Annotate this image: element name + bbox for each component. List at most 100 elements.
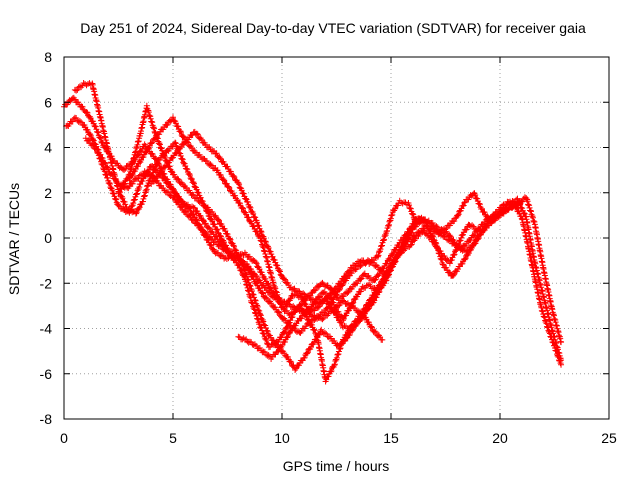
data-point	[246, 282, 253, 289]
data-point	[208, 235, 215, 242]
data-point	[257, 279, 264, 286]
x-tick-label: 25	[601, 430, 617, 446]
data-point	[325, 373, 332, 380]
data-point	[156, 156, 163, 163]
data-point	[389, 251, 396, 258]
data-point	[337, 280, 344, 287]
data-point	[95, 152, 102, 159]
data-point	[334, 351, 341, 358]
data-point	[293, 365, 300, 372]
data-point	[129, 171, 136, 178]
data-point	[205, 224, 212, 231]
data-point	[357, 288, 364, 295]
data-point	[76, 118, 83, 125]
data-point	[217, 155, 224, 162]
data-point	[74, 86, 81, 93]
data-point	[491, 212, 498, 219]
data-point	[331, 362, 338, 369]
data-point	[153, 161, 160, 168]
data-point	[119, 195, 126, 202]
data-point	[392, 205, 399, 212]
data-point	[177, 129, 184, 136]
data-point	[275, 347, 282, 354]
data-point	[481, 226, 488, 233]
data-point	[166, 163, 173, 170]
data-point	[463, 226, 470, 233]
data-point	[297, 302, 304, 309]
data-point	[258, 228, 265, 235]
data-point	[547, 333, 554, 340]
data-point	[555, 354, 562, 361]
data-point	[553, 347, 560, 354]
data-point	[265, 288, 272, 295]
data-point	[239, 250, 246, 257]
data-point	[379, 336, 386, 343]
data-point	[419, 216, 426, 223]
data-point	[301, 354, 308, 361]
data-point	[454, 212, 461, 219]
data-point	[267, 289, 274, 296]
data-point	[220, 176, 227, 183]
data-point	[281, 338, 288, 345]
data-point	[100, 165, 107, 172]
data-point	[148, 150, 155, 157]
data-points	[61, 80, 565, 385]
data-point	[89, 141, 96, 148]
data-point	[285, 320, 292, 327]
data-point	[340, 293, 347, 300]
data-point	[121, 180, 128, 187]
data-point	[198, 136, 205, 143]
data-point	[86, 137, 93, 144]
data-point	[343, 332, 350, 339]
data-point	[252, 272, 259, 279]
data-point	[281, 276, 288, 283]
data-point	[345, 288, 352, 295]
data-point	[369, 297, 376, 304]
data-point	[380, 237, 387, 244]
data-point	[481, 209, 488, 216]
data-point	[345, 325, 352, 332]
data-point	[182, 162, 189, 169]
data-point	[243, 211, 250, 218]
data-point	[175, 123, 182, 130]
data-point	[130, 200, 137, 207]
series-track-1	[61, 94, 386, 343]
data-point	[381, 233, 388, 240]
data-point	[289, 310, 296, 317]
data-point	[203, 158, 210, 165]
data-point	[221, 244, 228, 251]
data-point	[97, 135, 104, 142]
data-point	[84, 80, 91, 87]
data-point	[458, 205, 465, 212]
data-point	[194, 195, 201, 202]
data-point	[236, 181, 243, 188]
data-point	[139, 177, 146, 184]
data-point	[240, 190, 247, 197]
data-point	[188, 144, 195, 151]
data-point	[375, 249, 382, 256]
data-point	[84, 109, 91, 116]
data-point	[451, 217, 458, 224]
y-tick-label: 6	[44, 94, 52, 110]
data-point	[133, 191, 140, 198]
data-point	[461, 256, 468, 263]
data-point	[164, 121, 171, 128]
data-point	[474, 198, 481, 205]
data-point	[183, 209, 190, 216]
data-point	[153, 134, 160, 141]
data-point	[371, 257, 378, 264]
data-point	[275, 295, 282, 302]
data-point	[238, 187, 245, 194]
data-point	[279, 342, 286, 349]
data-point	[137, 181, 144, 188]
data-point	[190, 179, 197, 186]
data-point	[109, 190, 116, 197]
data-point	[553, 348, 560, 355]
data-point	[247, 283, 254, 290]
data-point	[284, 323, 291, 330]
data-point	[190, 180, 197, 187]
series-track-8	[235, 198, 565, 368]
data-point	[372, 329, 379, 336]
data-point	[518, 213, 525, 220]
